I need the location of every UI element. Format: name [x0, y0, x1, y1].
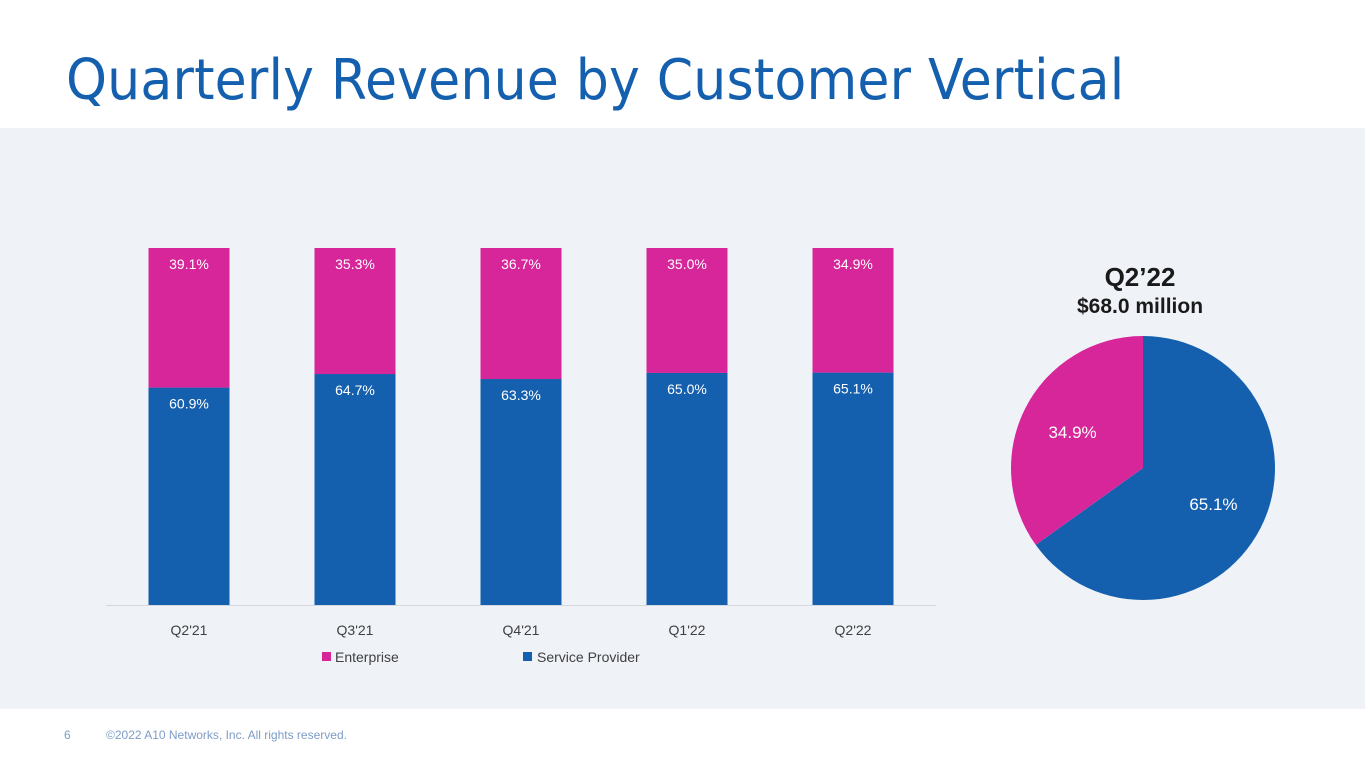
- bar-enterprise-q4-21: [480, 248, 562, 380]
- x-tick-label-q2-21: Q2'21: [171, 622, 208, 638]
- x-tick-label-q4-21: Q4'21: [503, 622, 540, 638]
- pie-label-service-provider: 65.1%: [1189, 495, 1237, 514]
- data-label-enterprise-q3-21: 35.3%: [335, 256, 375, 272]
- bar-enterprise-q2-22: [812, 248, 894, 373]
- pie-subtitle: $68.0 million: [1076, 295, 1204, 318]
- bar-service-provider-q3-21: [314, 374, 396, 605]
- pie-label-enterprise: 34.9%: [1048, 423, 1096, 442]
- data-label-enterprise-q2-21: 39.1%: [169, 256, 209, 272]
- pie-title: Q2’22: [1104, 262, 1176, 292]
- data-label-service-provider-q3-21: 64.7%: [335, 382, 375, 398]
- legend-swatch-enterprise: [322, 652, 331, 661]
- pie-header: Q2’22 $68.0 million: [1040, 262, 1240, 322]
- pie-slice-service-provider: [1035, 336, 1275, 600]
- bar-service-provider-q4-21: [480, 379, 562, 605]
- bar-enterprise-q3-21: [314, 248, 396, 375]
- bar-enterprise-q2-21: [148, 248, 230, 388]
- x-tick-label-q3-21: Q3'21: [337, 622, 374, 638]
- legend-swatch-service-provider: [523, 652, 532, 661]
- slide-title: Quarterly Revenue by Customer Vertical: [66, 48, 1125, 113]
- bar-service-provider-q2-22: [812, 372, 894, 605]
- data-label-service-provider-q2-21: 60.9%: [169, 396, 209, 412]
- bar-service-provider-q1-22: [646, 372, 728, 605]
- data-label-service-provider-q4-21: 63.3%: [501, 387, 541, 403]
- x-tick-label-q2-22: Q2'22: [835, 622, 872, 638]
- data-label-service-provider-q1-22: 65.0%: [667, 381, 707, 397]
- footer: 6 ©2022 A10 Networks, Inc. All rights re…: [64, 728, 347, 742]
- copyright-text: ©2022 A10 Networks, Inc. All rights rese…: [106, 728, 347, 742]
- bar-enterprise-q1-22: [646, 248, 728, 373]
- data-label-enterprise-q1-22: 35.0%: [667, 256, 707, 272]
- bar-service-provider-q2-21: [148, 387, 230, 605]
- legend-label-service-provider: Service Provider: [537, 649, 640, 665]
- data-label-enterprise-q4-21: 36.7%: [501, 256, 541, 272]
- data-label-service-provider-q2-22: 65.1%: [833, 381, 873, 397]
- data-label-enterprise-q2-22: 34.9%: [833, 256, 873, 272]
- pie-slice-enterprise: [1010, 336, 1143, 545]
- page-number: 6: [64, 728, 71, 742]
- legend-label-enterprise: Enterprise: [335, 649, 399, 665]
- x-tick-label-q1-22: Q1'22: [669, 622, 706, 638]
